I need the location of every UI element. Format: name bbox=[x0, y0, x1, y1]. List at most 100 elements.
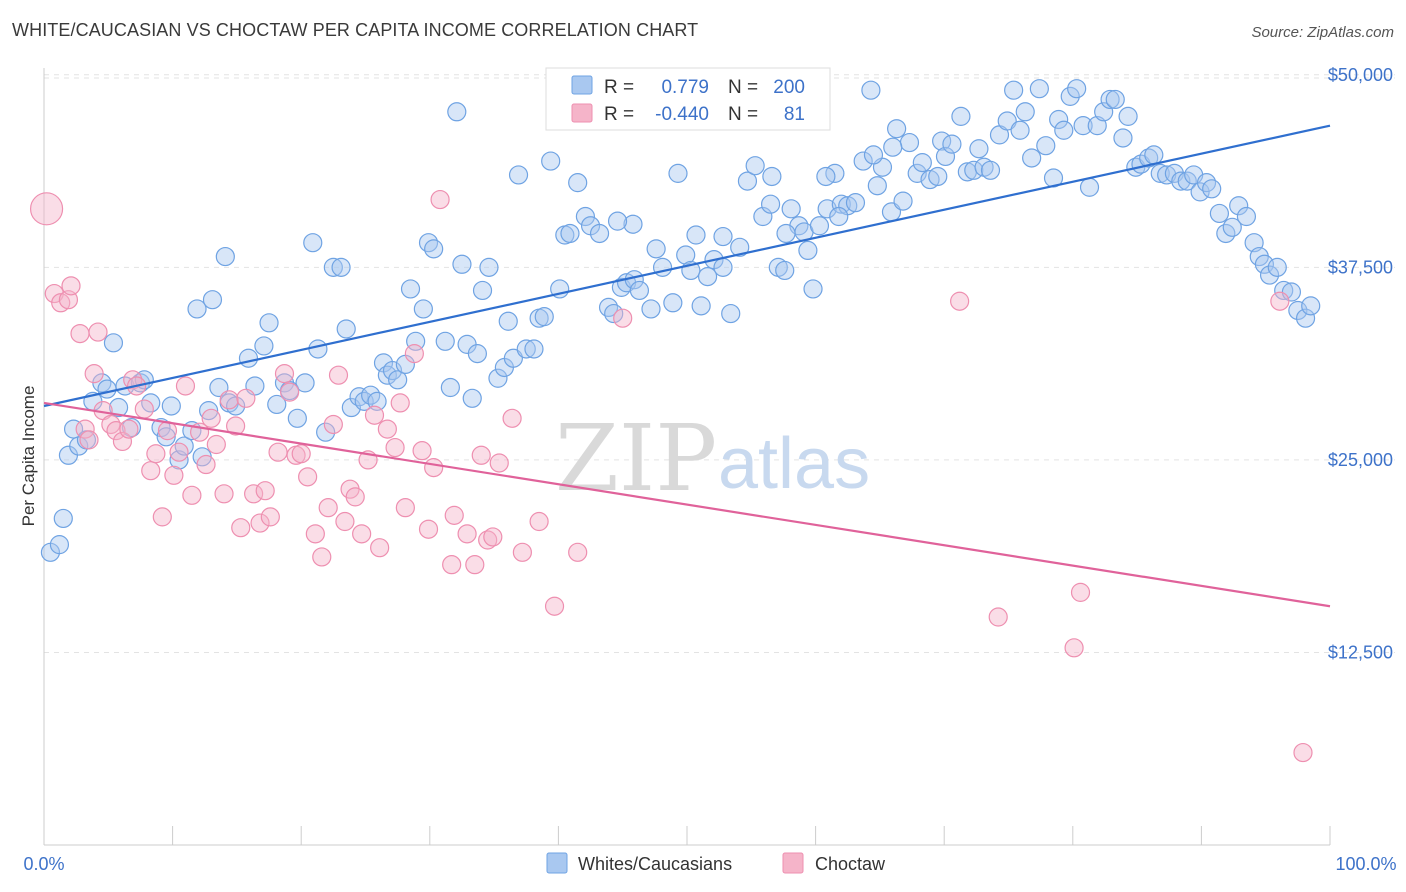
choctaw-point-6 bbox=[75, 419, 95, 439]
choctaw-point-44 bbox=[298, 467, 318, 487]
bottom-legend-label-choctaw: Choctaw bbox=[815, 854, 886, 874]
whites-point-83 bbox=[568, 173, 588, 193]
legend-swatch-whites bbox=[571, 75, 593, 95]
choctaw-point-45 bbox=[305, 524, 325, 544]
whites-point-150 bbox=[1029, 79, 1049, 99]
whites-point-93 bbox=[641, 299, 661, 319]
whites-point-40 bbox=[303, 233, 323, 253]
whites-point-38 bbox=[287, 408, 307, 428]
whites-point-113 bbox=[781, 199, 801, 219]
watermark: ZIP atlas bbox=[555, 405, 870, 512]
whites-point-54 bbox=[388, 370, 408, 390]
whites-point-106 bbox=[730, 237, 750, 257]
choctaw-point-66 bbox=[442, 555, 462, 575]
whites-point-61 bbox=[435, 331, 455, 351]
choctaw-point-73 bbox=[489, 453, 509, 473]
whites-point-87 bbox=[598, 297, 619, 318]
choctaw-point-37 bbox=[255, 481, 275, 501]
whites-point-156 bbox=[1067, 79, 1087, 99]
whites-point-66 bbox=[462, 388, 482, 408]
whites-point-134 bbox=[928, 166, 948, 187]
whites-point-167 bbox=[1139, 148, 1159, 168]
whites-point-39 bbox=[295, 373, 315, 393]
whites-point-163 bbox=[1113, 128, 1133, 148]
legend-n-label-whites: N = bbox=[728, 77, 758, 98]
whites-point-62 bbox=[440, 377, 460, 398]
whites-point-102 bbox=[697, 266, 718, 287]
whites-point-73 bbox=[503, 348, 523, 368]
y-axis-label: Per Capita Income bbox=[19, 386, 38, 527]
choctaw-point-68 bbox=[457, 524, 477, 544]
choctaw-point-43 bbox=[291, 444, 311, 464]
choctaw-point-11 bbox=[101, 414, 121, 435]
choctaw-point-76 bbox=[529, 511, 549, 532]
watermark-zip: ZIP bbox=[555, 405, 717, 512]
choctaw-point-57 bbox=[377, 419, 397, 439]
whites-point-88 bbox=[604, 303, 624, 324]
whites-point-10 bbox=[103, 333, 124, 353]
whites-point-79 bbox=[541, 151, 561, 171]
whites-point-82 bbox=[560, 223, 580, 244]
choctaw-point-17 bbox=[134, 399, 154, 419]
whites-point-186 bbox=[1259, 265, 1280, 285]
whites-point-42 bbox=[316, 422, 336, 442]
whites-point-155 bbox=[1060, 86, 1080, 106]
whites-point-33 bbox=[254, 336, 274, 356]
whites-point-180 bbox=[1222, 217, 1242, 237]
choctaw-point-60 bbox=[395, 498, 415, 518]
whites-point-68 bbox=[472, 280, 493, 301]
series-whites-points bbox=[40, 79, 1321, 562]
whites-point-196 bbox=[816, 166, 836, 187]
whites-point-122 bbox=[845, 193, 866, 213]
choctaw-point-18 bbox=[141, 461, 161, 481]
whites-point-94 bbox=[646, 239, 666, 259]
whites-point-5 bbox=[69, 436, 89, 456]
choctaw-point-32 bbox=[226, 416, 246, 436]
legend-r-value-whites: 0.779 bbox=[661, 77, 709, 98]
whites-point-67 bbox=[467, 344, 487, 364]
whites-point-1 bbox=[49, 535, 70, 555]
choctaw-point-56 bbox=[370, 538, 390, 558]
bottom-legend-label-whites: Whites/Caucasians bbox=[578, 854, 732, 874]
trend-lines bbox=[43, 124, 1331, 608]
whites-point-19 bbox=[161, 396, 181, 416]
choctaw-point-24 bbox=[175, 376, 196, 396]
choctaw-point-46 bbox=[312, 547, 332, 567]
whites-point-104 bbox=[713, 257, 733, 277]
whites-point-35 bbox=[267, 394, 287, 415]
whites-point-177 bbox=[1202, 179, 1222, 199]
whites-point-141 bbox=[969, 139, 989, 159]
whites-point-116 bbox=[803, 279, 823, 299]
choctaw-point-4 bbox=[61, 276, 81, 296]
whites-point-105 bbox=[721, 303, 741, 324]
whites-point-23 bbox=[187, 299, 207, 319]
choctaw-point-53 bbox=[352, 524, 372, 544]
y-tick-label-1: $25,000 bbox=[1328, 450, 1393, 470]
choctaw-point-71 bbox=[478, 530, 498, 550]
choctaw-point-14 bbox=[119, 419, 139, 439]
whites-point-100 bbox=[686, 225, 706, 245]
whites-point-44 bbox=[331, 257, 351, 277]
choctaw-point-85 bbox=[1293, 742, 1313, 763]
whites-point-112 bbox=[775, 260, 795, 281]
whites-point-149 bbox=[1022, 148, 1042, 168]
chart-title: WHITE/CAUCASIAN VS CHOCTAW PER CAPITA IN… bbox=[12, 20, 699, 40]
choctaw-point-25 bbox=[182, 485, 202, 505]
watermark-atlas: atlas bbox=[718, 424, 870, 504]
whites-point-147 bbox=[1010, 120, 1030, 140]
whites-point-118 bbox=[817, 199, 837, 219]
y-tick-label-2: $37,500 bbox=[1328, 257, 1393, 277]
whites-point-117 bbox=[809, 216, 830, 236]
whites-point-69 bbox=[479, 257, 499, 277]
choctaw-point-38 bbox=[260, 507, 280, 527]
choctaw-point-47 bbox=[318, 498, 338, 518]
whites-point-45 bbox=[336, 319, 356, 339]
choctaw-point-9 bbox=[88, 322, 108, 342]
whites-point-74 bbox=[508, 165, 529, 185]
whites-point-198 bbox=[713, 226, 733, 247]
whites-point-176 bbox=[1196, 173, 1217, 193]
choctaw-point-41 bbox=[280, 382, 300, 402]
choctaw-point-67 bbox=[444, 505, 464, 525]
whites-point-58 bbox=[413, 299, 433, 319]
choctaw-point-20 bbox=[152, 507, 172, 527]
